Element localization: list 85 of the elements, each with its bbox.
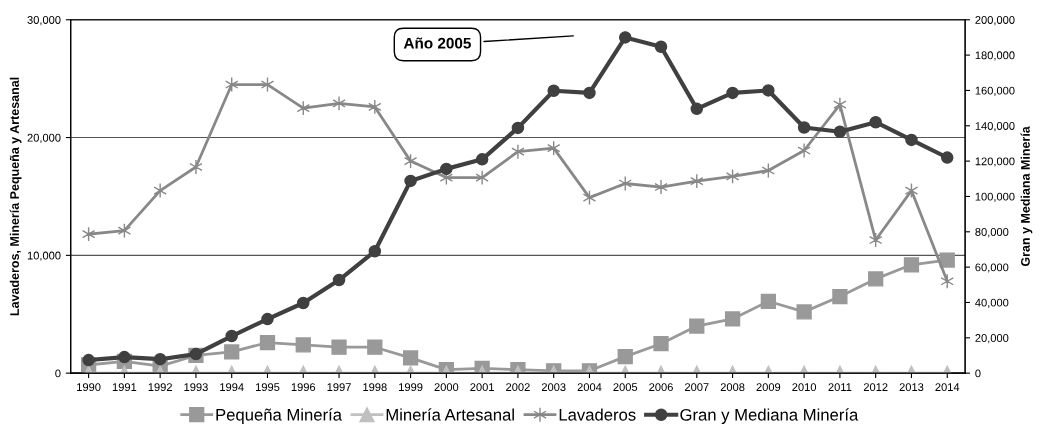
point <box>833 96 847 113</box>
point <box>368 99 382 115</box>
point <box>475 153 489 166</box>
point <box>940 151 954 164</box>
y2-tick-label: 60,000 <box>975 263 1009 273</box>
point <box>760 293 776 309</box>
x-tick-label: 2009 <box>756 383 781 392</box>
y2-tick-label: 0 <box>975 369 981 378</box>
y-tick-label: 20,000 <box>27 133 61 143</box>
x-tick-label: 2005 <box>613 383 638 392</box>
x-tick-label: 1997 <box>327 383 351 392</box>
x-tick-label: 2003 <box>541 383 566 392</box>
y2-tick-label: 20,000 <box>975 334 1009 344</box>
y2-tick-label: 120,000 <box>975 157 1015 167</box>
point <box>690 102 704 116</box>
point <box>475 169 489 186</box>
point <box>440 162 453 176</box>
y2-axis-title: Gran y Mediana Minería <box>1020 126 1033 267</box>
x-tick-label: 1998 <box>363 383 387 392</box>
y2-tick-label: 80,000 <box>975 228 1009 238</box>
point <box>153 352 167 366</box>
x-tick-label: 2008 <box>720 383 745 392</box>
point <box>833 125 847 139</box>
x-tick-label: 2012 <box>863 383 888 392</box>
point <box>726 86 739 100</box>
y2-tick-label: 200,000 <box>975 16 1015 26</box>
point <box>82 353 95 367</box>
x-tick-label: 2007 <box>685 383 709 392</box>
y-tick-label: 10,000 <box>27 251 61 261</box>
x-tick-label: 2000 <box>434 383 459 392</box>
x-tick-label: 2014 <box>935 383 960 392</box>
point <box>261 312 274 326</box>
point <box>762 84 775 97</box>
x-tick-label: 2001 <box>470 383 494 392</box>
legend-label: Lavaderos <box>559 408 636 421</box>
x-tick-label: 1993 <box>184 383 208 392</box>
x-tick-label: 2010 <box>792 383 817 392</box>
point <box>654 40 668 54</box>
point <box>903 257 920 273</box>
legend-label: Gran y Mediana Minería <box>680 408 859 424</box>
point <box>153 182 167 199</box>
point <box>118 350 131 364</box>
y2-tick-label: 40,000 <box>975 298 1009 308</box>
x-tick-label: 2006 <box>649 383 673 392</box>
point <box>368 244 382 258</box>
x-tick-label: 1995 <box>255 383 280 392</box>
point <box>225 329 238 343</box>
x-tick-label: 1994 <box>220 383 244 392</box>
y2-tick-label: 160,000 <box>975 86 1015 96</box>
x-tick-label: 2002 <box>506 383 530 392</box>
point <box>797 142 811 159</box>
x-tick-label: 1992 <box>148 383 172 392</box>
x-tick-label: 1990 <box>77 383 101 392</box>
point <box>583 86 596 100</box>
legend-label: Pequeña Minería <box>216 408 342 424</box>
point <box>297 296 310 310</box>
x-tick-label: 1991 <box>112 383 137 392</box>
point <box>939 252 955 268</box>
point <box>618 31 632 44</box>
x-tick-label: 2004 <box>577 383 602 392</box>
point <box>905 133 918 147</box>
point <box>332 95 346 112</box>
x-tick-label: 1996 <box>291 383 316 392</box>
annotation: Año 2005 <box>403 37 471 49</box>
point <box>869 115 882 129</box>
point <box>404 174 417 188</box>
point <box>547 84 560 98</box>
legend-label: Minería Artesanal <box>386 408 514 421</box>
y-axis-title: Lavaderos, Minería Pequeña y Artesanal <box>9 77 22 316</box>
y2-tick-label: 140,000 <box>975 122 1015 132</box>
y2-tick-label: 100,000 <box>975 192 1015 202</box>
y-tick-label: 30,000 <box>27 16 61 26</box>
x-tick-label: 2011 <box>828 383 852 392</box>
point <box>511 144 525 160</box>
y2-tick-label: 180,000 <box>975 51 1015 61</box>
point <box>189 159 203 175</box>
point <box>832 288 848 305</box>
point <box>511 121 525 135</box>
y-tick-label: 0 <box>55 369 61 378</box>
point <box>332 273 346 287</box>
x-tick-label: 1999 <box>399 383 423 392</box>
x-tick-label: 2013 <box>899 383 924 392</box>
point <box>797 121 811 134</box>
point <box>654 179 668 195</box>
point <box>868 271 884 287</box>
